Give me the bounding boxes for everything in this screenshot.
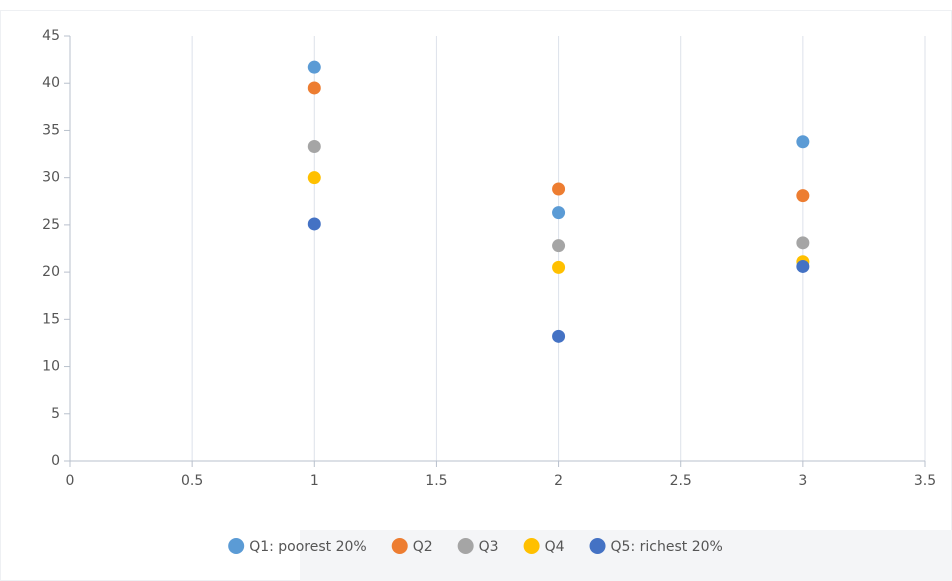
y-tick-label: 15 xyxy=(42,311,60,327)
y-tick-label: 40 xyxy=(42,75,60,91)
y-tick-label: 10 xyxy=(42,359,60,375)
point xyxy=(307,171,321,185)
y-tick-label: 20 xyxy=(42,264,60,280)
point xyxy=(552,206,566,220)
point xyxy=(552,260,566,274)
legend-marker xyxy=(391,538,408,554)
y-tick-label: 5 xyxy=(51,406,60,422)
x-tick-label: 3.5 xyxy=(914,473,936,489)
y-tick-label: 45 xyxy=(42,28,60,44)
point xyxy=(796,259,810,273)
point xyxy=(552,239,566,253)
legend-label: Q3 xyxy=(479,539,499,555)
point xyxy=(307,81,321,95)
x-tick-label: 2.5 xyxy=(670,473,692,489)
x-tick-label: 1.5 xyxy=(425,473,447,489)
frame xyxy=(0,10,952,581)
x-tick-label: 0.5 xyxy=(181,473,203,489)
legend-marker xyxy=(457,538,474,554)
point xyxy=(307,140,321,153)
point xyxy=(796,189,810,203)
legend-marker xyxy=(589,538,606,554)
legend-label: Q5: richest 20% xyxy=(611,539,723,555)
point xyxy=(796,236,810,250)
legend-label: Q2 xyxy=(413,539,433,555)
x-tick-label: 3 xyxy=(798,473,807,489)
point xyxy=(552,329,566,343)
x-tick-label: 1 xyxy=(310,473,319,489)
y-tick-label: 0 xyxy=(51,453,60,469)
y-tick-label: 30 xyxy=(42,170,60,186)
footer-band xyxy=(300,530,952,581)
legend-marker xyxy=(228,538,245,554)
point xyxy=(552,182,566,196)
point xyxy=(307,217,321,231)
y-tick-label: 25 xyxy=(42,217,60,233)
x-tick-label: 0 xyxy=(66,473,75,489)
x-tick-label: 2 xyxy=(554,473,563,489)
point xyxy=(307,60,321,74)
legend-label: Q4 xyxy=(545,539,565,555)
point xyxy=(796,135,810,149)
y-tick-label: 35 xyxy=(42,122,60,138)
legend-label: Q1: poorest 20% xyxy=(249,539,367,555)
legend-marker xyxy=(523,538,540,554)
